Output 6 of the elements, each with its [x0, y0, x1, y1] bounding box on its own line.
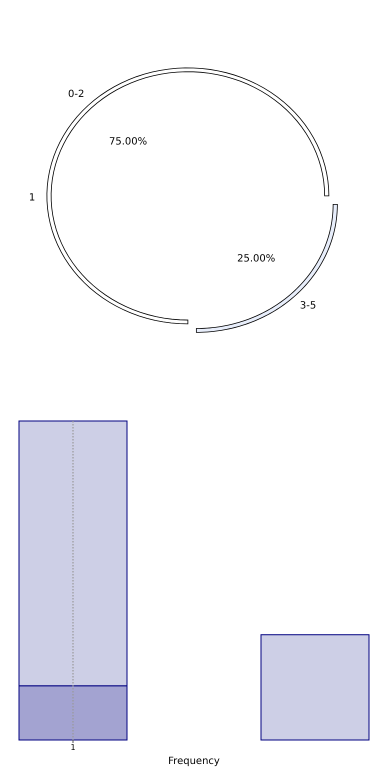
x-axis-title: Frequency — [168, 756, 220, 767]
slice-label: 3-5 — [300, 300, 316, 312]
data-label: 25.00% — [237, 253, 276, 264]
slice-label: 0-2 — [68, 89, 84, 100]
data-label: 75.00% — [108, 136, 148, 148]
text: 1 — [28, 192, 36, 204]
